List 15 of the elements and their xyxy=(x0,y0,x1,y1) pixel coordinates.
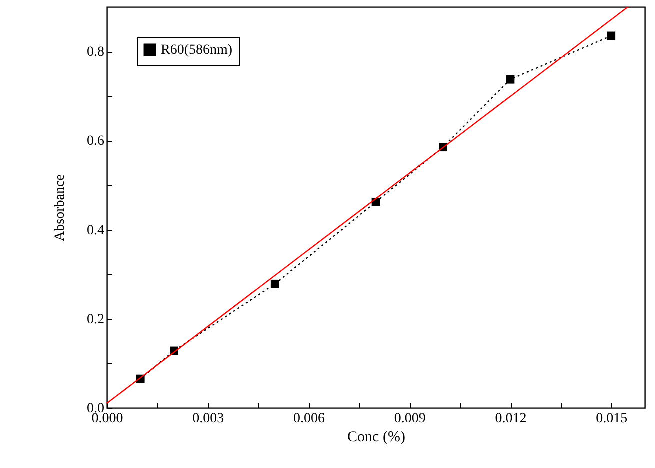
point xyxy=(270,280,280,288)
point xyxy=(506,75,515,84)
y-tick-label: 0.8 xyxy=(87,45,104,60)
legend-label: R60(586nm) xyxy=(161,43,233,58)
y-tick-label: 0.4 xyxy=(87,223,104,238)
x-tick-label: 0.003 xyxy=(192,412,224,426)
point xyxy=(607,32,616,40)
x-tick-label: 0.006 xyxy=(294,412,325,426)
y-axis-title: Absorbance xyxy=(53,174,68,242)
x-axis-title: Conc (%) xyxy=(348,430,406,446)
x-tick-label: 0.012 xyxy=(495,412,527,426)
x-tick-label: 0.015 xyxy=(596,412,628,426)
x-tick-label: 0.009 xyxy=(394,412,426,426)
y-tick-label: 0.2 xyxy=(87,312,104,328)
y-tick-label: 0.6 xyxy=(87,134,104,150)
